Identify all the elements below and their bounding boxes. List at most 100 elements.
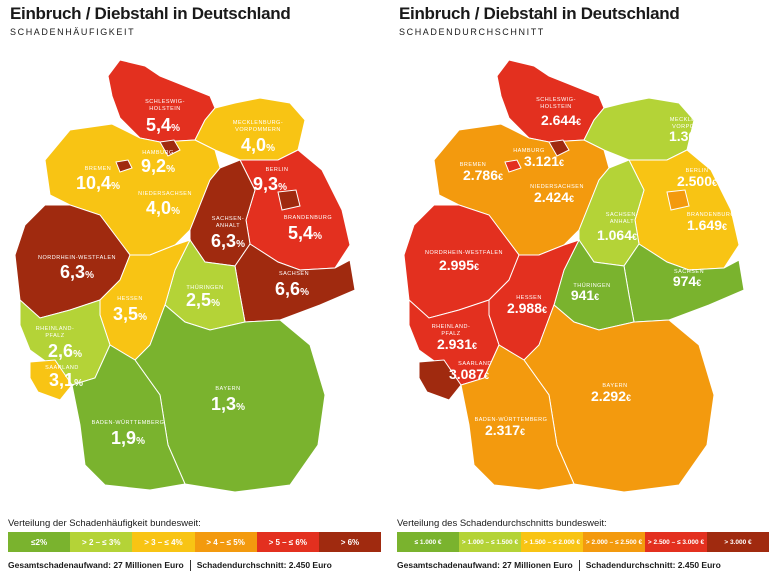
frequency-footer: Gesamtschadenaufwand: 27 Millionen Euro … [8,560,332,571]
svg-text:BADEN-WÜRTTEMBERG: BADEN-WÜRTTEMBERG [475,416,548,423]
svg-text:BRANDENBURG: BRANDENBURG [687,212,735,218]
label-he: HESSEN 2.988€ [507,295,547,316]
footer-total: Gesamtschadenaufwand: 27 Millionen Euro [397,560,573,570]
label-hh: HAMBURG 3.121€ [513,148,564,169]
frequency-map: SCHLESWIG- HOLSTEIN 5,4% MECKLENBURG- VO… [14,59,356,493]
svg-text:1,3%: 1,3% [211,394,245,414]
label-rp: RHEINLAND- PFALZ 2.931€ [432,324,477,352]
frequency-title: Einbruch / Diebstahl in Deutschland [10,4,291,23]
svg-text:NIEDERSACHSEN: NIEDERSACHSEN [138,191,192,197]
svg-text:2.500€: 2.500€ [677,173,717,189]
svg-text:BRANDENBURG: BRANDENBURG [284,215,332,221]
frequency-subtitle: SCHADENHÄUFIGKEIT [10,27,136,37]
svg-text:HOLSTEIN: HOLSTEIN [149,106,181,112]
label-ni: NIEDERSACHSEN 4,0% [138,191,192,218]
state-hb[interactable] [504,159,522,173]
frequency-panel: SCHLESWIG- HOLSTEIN 5,4% MECKLENBURG- VO… [0,0,388,574]
svg-text:HAMBURG: HAMBURG [142,150,174,156]
state-bw[interactable] [460,344,575,491]
state-st[interactable] [189,159,256,267]
label-sh: SCHLESWIG- HOLSTEIN 5,4% [145,99,184,135]
svg-text:BREMEN: BREMEN [460,162,487,168]
label-be: BERLIN 2.500€ [677,168,717,189]
svg-text:THÜRINGEN: THÜRINGEN [573,282,610,289]
label-nw: NORDRHEIN-WESTFALEN 6,3% [38,255,116,282]
label-sl: SAARLAND 3.087€ [449,361,492,382]
legend-item: ≤ 1.000 € [397,532,459,552]
svg-text:BERLIN: BERLIN [686,168,709,174]
svg-text:SACHSEN-: SACHSEN- [212,216,244,222]
label-mv: MECKLENBURG- VORPOMMERN 1.369€ [669,117,720,144]
svg-text:974€: 974€ [673,273,701,289]
svg-text:HAMBURG: HAMBURG [513,148,545,154]
state-sl[interactable] [418,359,462,401]
label-ni: NIEDERSACHSEN 2.424€ [530,184,584,205]
label-he: HESSEN 3,5% [113,296,147,324]
label-sh: SCHLESWIG- HOLSTEIN 2.644€ [536,97,581,128]
label-bw: BADEN-WÜRTTEMBERG 2.317€ [475,416,548,438]
svg-text:SAARLAND: SAARLAND [458,361,492,367]
label-bw: BADEN-WÜRTTEMBERG 1,9% [92,419,164,448]
svg-text:BREMEN: BREMEN [85,166,112,172]
state-bw[interactable] [71,344,186,491]
svg-text:6,6%: 6,6% [275,279,309,299]
footer-separator [189,560,191,571]
svg-text:SACHSEN-: SACHSEN- [606,212,638,218]
state-hh[interactable] [548,139,570,157]
svg-text:4,0%: 4,0% [146,198,180,218]
state-be[interactable] [277,189,301,211]
svg-text:RHEINLAND-: RHEINLAND- [432,324,471,330]
state-hh[interactable] [159,139,181,157]
label-sn: SACHSEN 6,6% [275,271,309,299]
svg-text:3,5%: 3,5% [113,304,147,324]
svg-text:2.786€: 2.786€ [463,167,503,183]
svg-text:1.064€: 1.064€ [597,227,637,243]
label-rp: RHEINLAND- PFALZ 2,6% [36,326,82,361]
svg-text:HESSEN: HESSEN [516,295,542,301]
legend-item: > 3.000 € [707,532,769,552]
svg-text:ANHALT: ANHALT [216,223,240,229]
svg-text:1,9%: 1,9% [111,428,145,448]
svg-text:ANHALT: ANHALT [610,219,634,225]
svg-text:5,4%: 5,4% [146,115,180,135]
label-bb: BRANDENBURG 1.649€ [687,212,735,233]
svg-text:10,4%: 10,4% [76,173,120,193]
svg-text:THÜRINGEN: THÜRINGEN [186,284,223,291]
svg-text:PFALZ: PFALZ [45,333,64,339]
label-be: BERLIN 9,3% [253,167,288,194]
legend-item: > 3 – ≤ 4% [132,532,195,552]
svg-text:3.121€: 3.121€ [524,153,564,169]
svg-text:BAYERN: BAYERN [215,386,240,392]
svg-text:9,3%: 9,3% [253,174,287,194]
average-footer: Gesamtschadenaufwand: 27 Millionen Euro … [397,560,721,571]
svg-text:NIEDERSACHSEN: NIEDERSACHSEN [530,184,584,190]
svg-text:NORDRHEIN-WESTFALEN: NORDRHEIN-WESTFALEN [38,255,116,261]
svg-text:3,1%: 3,1% [49,370,83,390]
legend-item: > 2.500 – ≤ 3.000 € [645,532,707,552]
state-mv[interactable] [194,97,306,161]
state-hb[interactable] [115,159,133,173]
label-sn: SACHSEN 974€ [673,269,704,289]
svg-text:2.424€: 2.424€ [534,189,574,205]
legend-item: > 2 – ≤ 3% [70,532,133,552]
svg-text:MECKLENBURG-: MECKLENBURG- [670,117,720,123]
label-hb: BREMEN 2.786€ [460,162,503,183]
state-be[interactable] [666,189,690,211]
svg-text:NORDRHEIN-WESTFALEN: NORDRHEIN-WESTFALEN [425,250,503,256]
state-sl[interactable] [29,359,73,401]
frequency-legend: ≤2% > 2 – ≤ 3% > 3 – ≤ 4% > 4 – ≤ 5% > 5… [8,532,382,552]
svg-text:BERLIN: BERLIN [266,167,289,173]
svg-text:2.292€: 2.292€ [591,388,631,404]
svg-text:1.649€: 1.649€ [687,217,727,233]
state-st[interactable] [578,159,645,267]
label-bb: BRANDENBURG 5,4% [284,215,332,243]
svg-text:941€: 941€ [571,287,599,303]
svg-text:2.931€: 2.931€ [437,336,477,352]
svg-text:6,3%: 6,3% [60,262,94,282]
label-mv: MECKLENBURG- VORPOMMERN 4,0% [233,120,283,155]
svg-text:3.087€: 3.087€ [449,366,489,382]
svg-text:2.644€: 2.644€ [541,112,581,128]
state-mv[interactable] [583,97,695,161]
label-hh: HAMBURG 9,2% [141,150,175,176]
label-hb: BREMEN 10,4% [76,166,120,193]
